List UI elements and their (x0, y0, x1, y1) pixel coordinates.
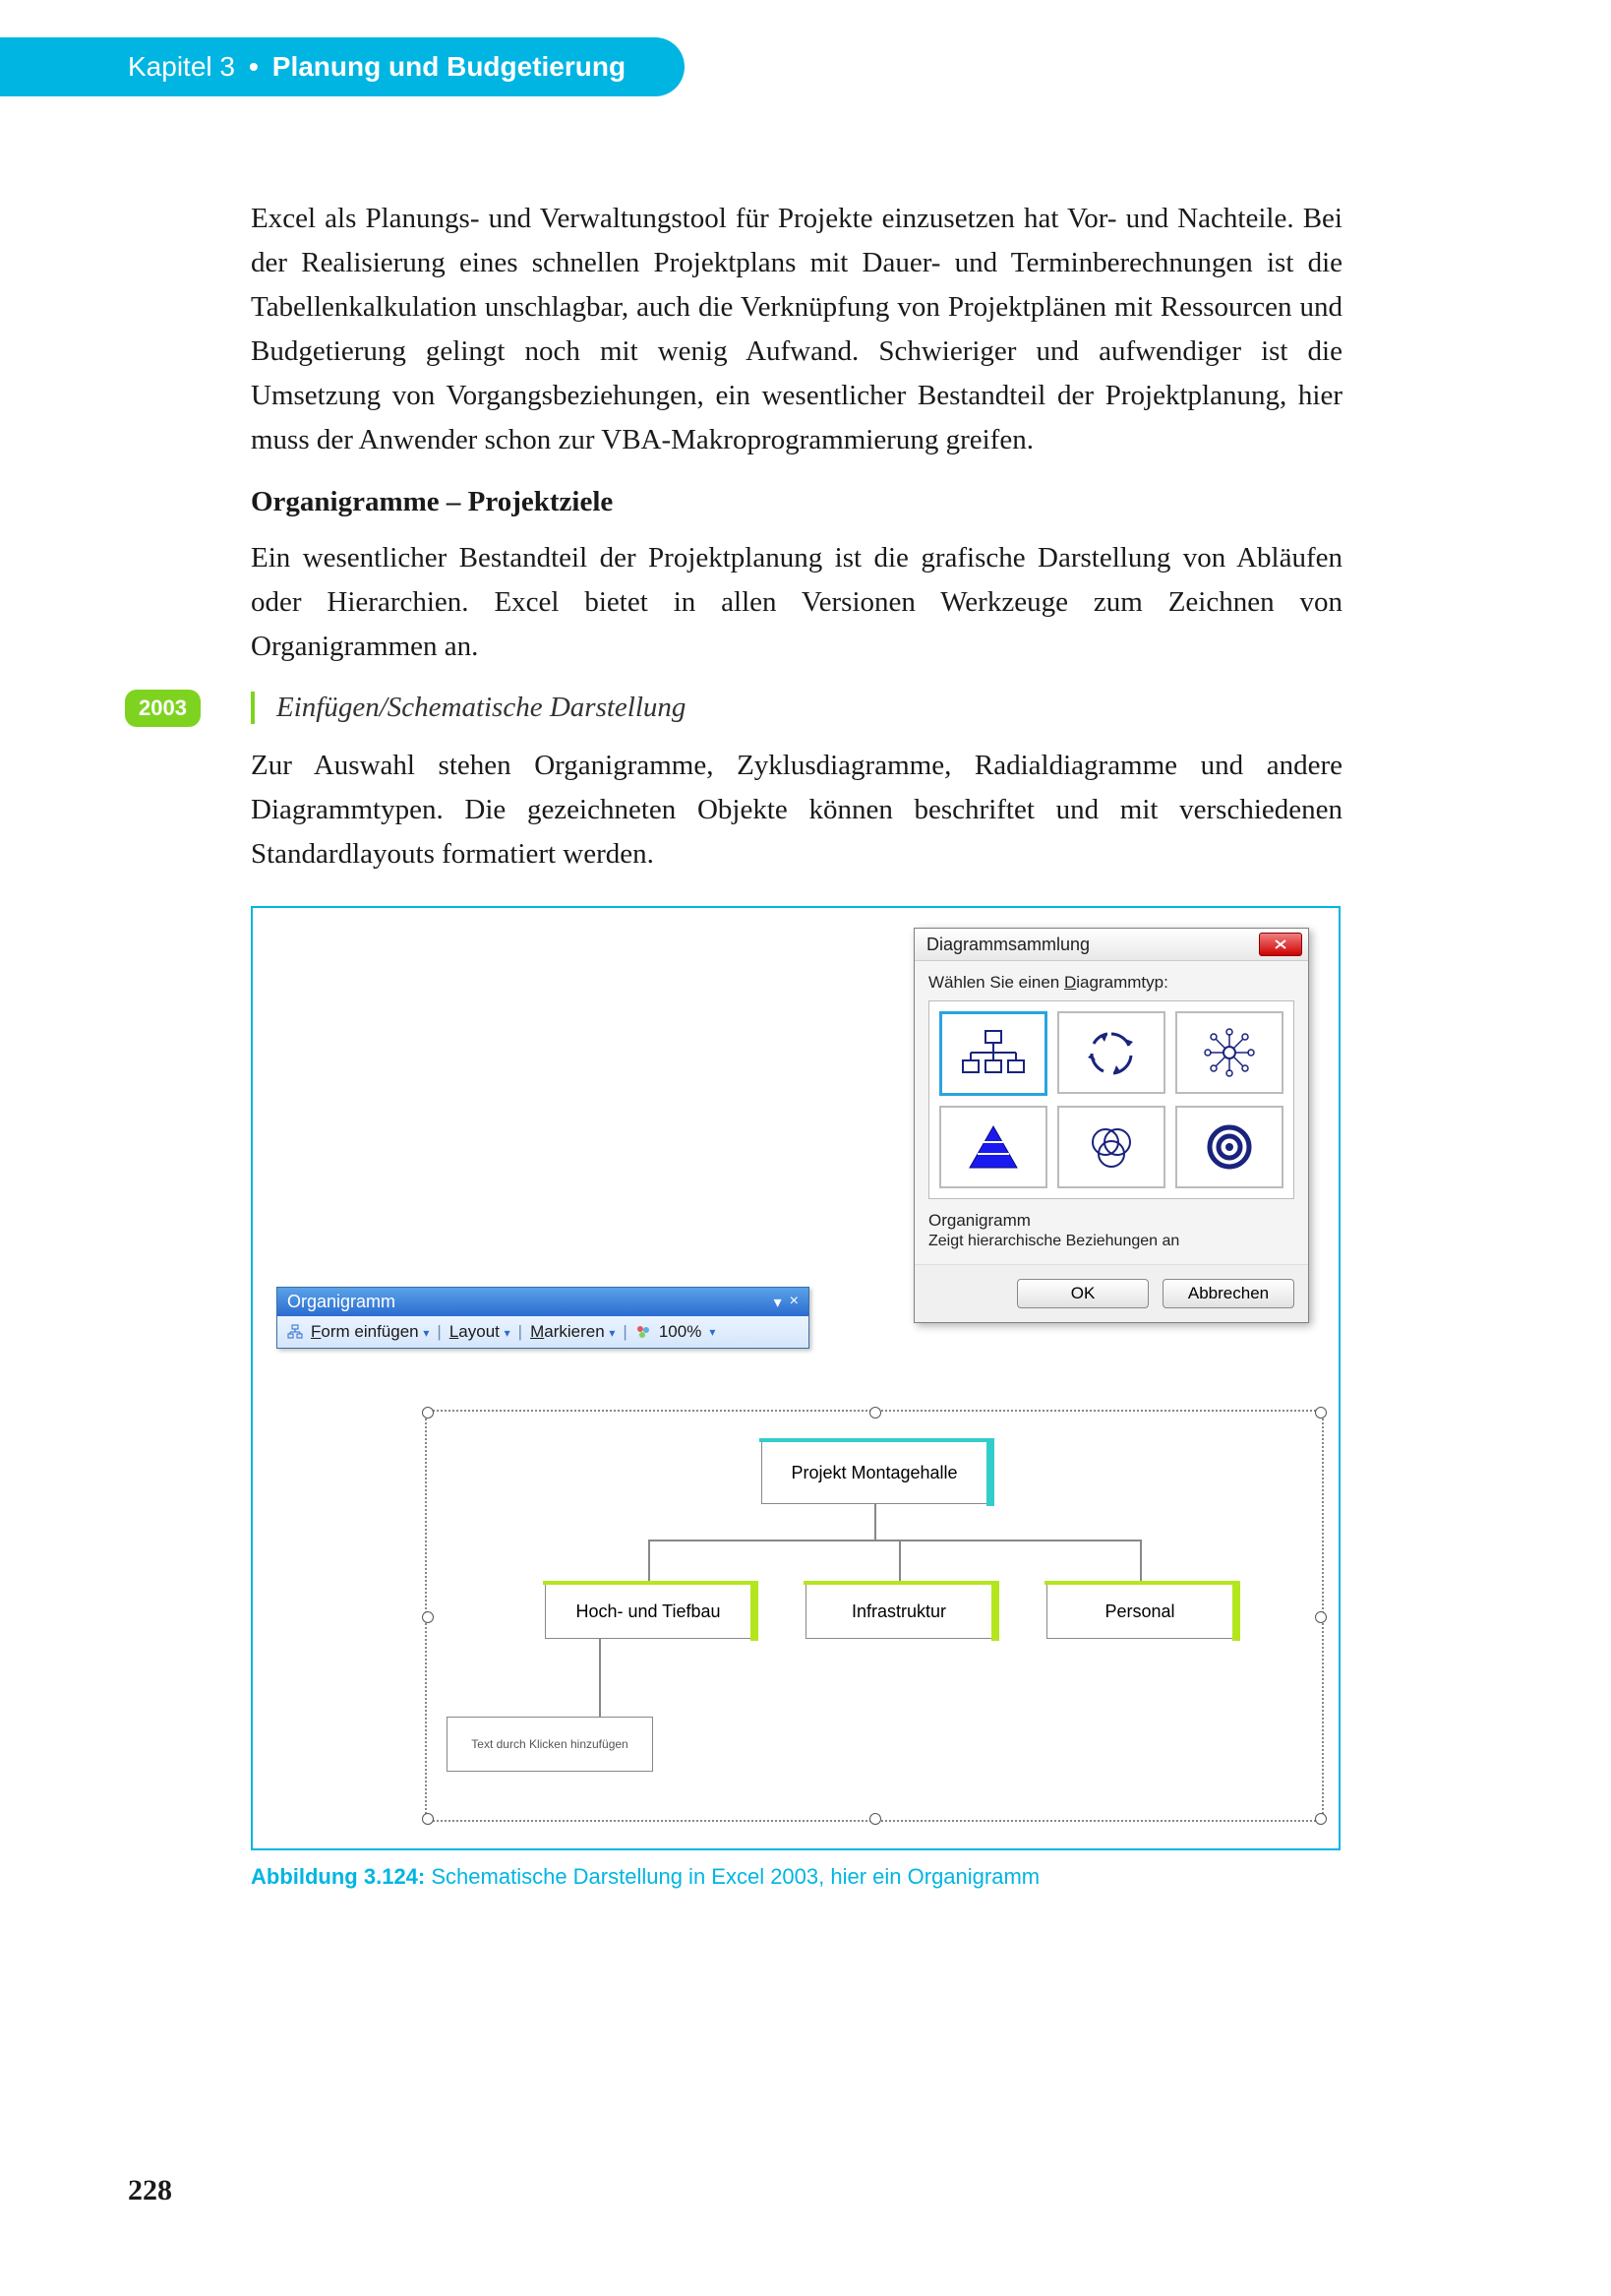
node-accent (991, 1581, 999, 1641)
connector (1140, 1540, 1142, 1584)
toolbar-title: Organigramm (287, 1292, 395, 1312)
toolbar-layout[interactable]: Layout ▾ (449, 1322, 510, 1342)
toolbar-insert-rest: orm einfügen (321, 1322, 418, 1341)
node-accent (986, 1438, 994, 1506)
version-badge-row: 2003 Einfügen/Schematische Darstellung (251, 692, 1342, 724)
content-column: Excel als Planungs- und Verwaltungstool … (251, 197, 1342, 1890)
diagram-option-pyramid[interactable] (939, 1106, 1047, 1188)
orgchart-child-node[interactable]: Infrastruktur (806, 1584, 992, 1639)
figure: Diagrammsammlung Wählen Sie einen Diagra… (251, 906, 1342, 1890)
connector (648, 1540, 1142, 1541)
page-number: 228 (128, 2174, 172, 2207)
dialog-button-row: OK Abbrechen (915, 1264, 1308, 1322)
toolbar-window-controls: ▾ × (774, 1293, 799, 1312)
node-accent (543, 1581, 758, 1585)
toolbar-separator: | (623, 1322, 626, 1342)
diagram-option-venn[interactable] (1057, 1106, 1165, 1188)
node-accent (804, 1581, 999, 1585)
node-accent (1232, 1581, 1240, 1641)
dialog-choose-label: Wählen Sie einen Diagrammtyp: (928, 973, 1294, 993)
orgchart-child-node[interactable]: Hoch- und Tiefbau (545, 1584, 751, 1639)
toolbar-layout-u: L (449, 1322, 458, 1341)
dialog-choose-underline: D (1064, 973, 1076, 992)
ok-button[interactable]: OK (1017, 1279, 1149, 1308)
chapter-header: Kapitel 3 • Planung und Budgetierung (0, 37, 685, 96)
toolbar-select[interactable]: Markieren ▾ (530, 1322, 615, 1342)
chapter-label: Kapitel 3 (128, 51, 235, 83)
toolbar-zoom[interactable]: 100% (659, 1322, 701, 1342)
venn-icon (1082, 1120, 1141, 1174)
chapter-title: Planung und Budgetierung (272, 51, 626, 83)
node-label: Text durch Klicken hinzufügen (471, 1737, 627, 1751)
pyramid-icon (964, 1120, 1023, 1174)
chevron-down-icon: ▾ (609, 1326, 615, 1340)
figure-caption: Abbildung 3.124: Schematische Darstellun… (251, 1864, 1342, 1890)
insert-shape-icon (287, 1324, 303, 1340)
node-accent (750, 1581, 758, 1641)
dialog-title: Diagrammsammlung (926, 935, 1090, 955)
toolbar-select-u: M (530, 1322, 544, 1341)
node-accent (759, 1438, 994, 1442)
menu-path: Einfügen/Schematische Darstellung (251, 692, 686, 724)
node-label: Infrastruktur (852, 1601, 946, 1622)
diagram-option-cycle[interactable] (1057, 1011, 1165, 1094)
paragraph-3: Zur Auswahl stehen Organigramme, Zyklusd… (251, 744, 1342, 876)
diagram-gallery-dialog: Diagrammsammlung Wählen Sie einen Diagra… (914, 928, 1309, 1323)
toolbar-separator: | (437, 1322, 441, 1342)
autoformat-icon[interactable] (635, 1324, 651, 1340)
toolbar-separator: | (518, 1322, 522, 1342)
orgchart-area: Projekt Montagehalle Hoch- und Tiefbau (427, 1412, 1322, 1820)
diagram-option-radial[interactable] (1175, 1011, 1283, 1094)
chevron-down-icon: ▾ (423, 1326, 429, 1340)
cycle-icon (1082, 1026, 1141, 1079)
close-icon (1273, 938, 1288, 950)
organigram-toolbar[interactable]: Organigramm ▾ × Form einfügen ▾ | Layout… (276, 1287, 809, 1349)
figure-caption-desc: Schematische Darstellung in Excel 2003, … (431, 1864, 1040, 1889)
cancel-button[interactable]: Abbrechen (1163, 1279, 1294, 1308)
orgchart-placeholder-node[interactable]: Text durch Klicken hinzufügen (447, 1717, 653, 1772)
selected-diagram-name: Organigramm (928, 1211, 1294, 1231)
toolbar-insert-u: F (311, 1322, 321, 1341)
figure-caption-label: Abbildung 3.124: (251, 1864, 425, 1889)
dialog-choose-post: iagrammtyp: (1076, 973, 1168, 992)
node-accent (1044, 1581, 1240, 1585)
toolbar-titlebar[interactable]: Organigramm ▾ × (277, 1288, 808, 1316)
section-heading: Organigramme – Projektziele (251, 486, 1342, 518)
screenshot-box: Diagrammsammlung Wählen Sie einen Diagra… (251, 906, 1341, 1850)
orgchart-canvas[interactable]: Projekt Montagehalle Hoch- und Tiefbau (425, 1410, 1324, 1822)
version-badge: 2003 (125, 690, 201, 727)
dialog-choose-pre: Wählen Sie einen (928, 973, 1064, 992)
chevron-down-icon: ▾ (709, 1325, 715, 1339)
diagram-type-grid (928, 1000, 1294, 1199)
orgchart-child-node[interactable]: Personal (1046, 1584, 1233, 1639)
diagram-option-organigram[interactable] (939, 1011, 1047, 1096)
chevron-down-icon: ▾ (505, 1326, 510, 1340)
selected-diagram-desc: Zeigt hierarchische Beziehungen an (928, 1233, 1294, 1250)
page: Kapitel 3 • Planung und Budgetierung Exc… (0, 0, 1611, 2296)
toolbar-insert-shape[interactable]: Form einfügen ▾ (311, 1322, 429, 1342)
connector (648, 1540, 650, 1584)
toolbar-body: Form einfügen ▾ | Layout ▾ | Markieren ▾… (277, 1316, 808, 1348)
chapter-separator: • (249, 51, 259, 83)
node-label: Personal (1104, 1601, 1174, 1622)
dialog-close-button[interactable] (1259, 933, 1302, 956)
orgchart-root-node[interactable]: Projekt Montagehalle (761, 1441, 987, 1504)
connector (899, 1540, 901, 1584)
target-icon (1200, 1120, 1259, 1174)
diagram-option-target[interactable] (1175, 1106, 1283, 1188)
paragraph-2: Ein wesentlicher Bestandteil der Projekt… (251, 536, 1342, 669)
toolbar-options-icon[interactable]: ▾ (774, 1293, 782, 1312)
organigram-icon (959, 1027, 1028, 1080)
toolbar-layout-rest: ayout (458, 1322, 500, 1341)
toolbar-select-rest: arkieren (544, 1322, 604, 1341)
paragraph-1: Excel als Planungs- und Verwaltungstool … (251, 197, 1342, 462)
radial-icon (1200, 1026, 1259, 1079)
node-label: Hoch- und Tiefbau (575, 1601, 720, 1622)
toolbar-close-icon[interactable]: × (790, 1293, 799, 1312)
dialog-titlebar: Diagrammsammlung (915, 929, 1308, 961)
connector (874, 1504, 876, 1540)
dialog-body: Wählen Sie einen Diagrammtyp: (915, 961, 1308, 1264)
node-label: Projekt Montagehalle (791, 1463, 957, 1483)
